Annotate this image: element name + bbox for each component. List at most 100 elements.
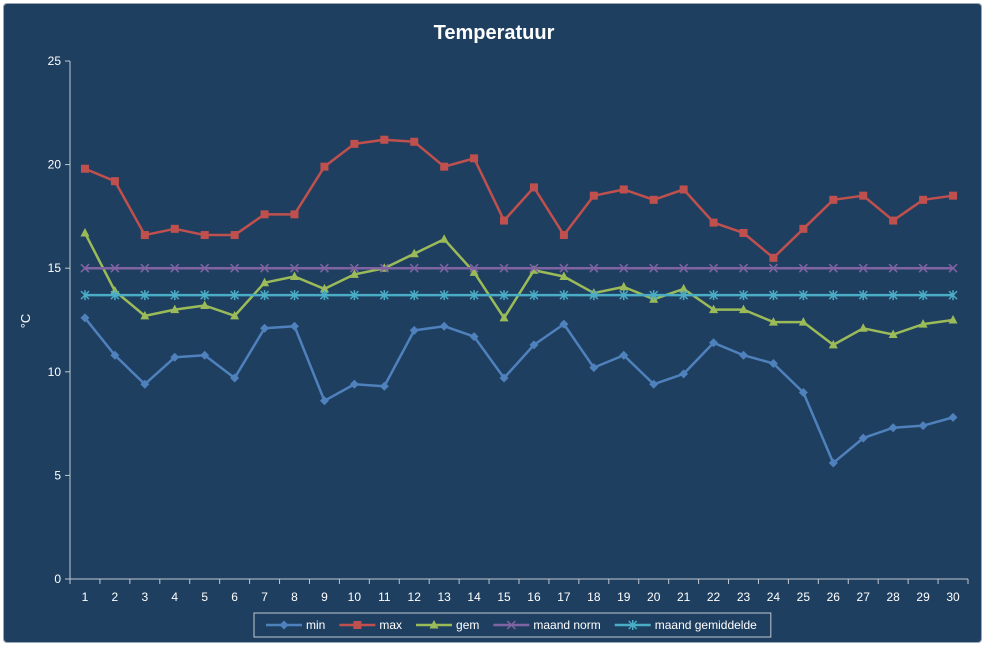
data-point-min [619, 350, 629, 360]
data-point-max [470, 154, 479, 163]
data-point-maand-norm [649, 263, 659, 273]
data-point-max [859, 191, 868, 200]
data-point-maand-gemiddelde [679, 290, 689, 301]
data-point-min [469, 332, 479, 342]
data-point-max [260, 210, 269, 219]
data-point-maand-gemiddelde [200, 290, 210, 301]
x-tick-label: 7 [261, 590, 268, 604]
legend-marker-min [279, 620, 289, 630]
y-tick-label: 0 [54, 572, 61, 586]
series-maand-gemiddelde [80, 290, 958, 301]
data-point-maand-gemiddelde [948, 290, 958, 301]
data-point-min [349, 379, 359, 389]
data-point-gem [679, 283, 689, 293]
data-point-maand-gemiddelde [738, 290, 749, 301]
y-axis-label: °C [18, 314, 33, 329]
data-point-max [799, 224, 808, 233]
data-point-max [919, 195, 928, 204]
legend-item-gem: gem [416, 618, 479, 632]
y-tick-label: 10 [48, 365, 62, 379]
data-point-max [230, 231, 239, 240]
x-tick-label: 4 [171, 590, 178, 604]
data-point-maand-norm [260, 263, 270, 273]
legend-label: max [379, 618, 402, 632]
y-tick-label: 5 [54, 468, 61, 482]
data-point-maand-norm [469, 263, 479, 273]
x-tick-label: 17 [557, 590, 571, 604]
data-point-max [619, 185, 628, 194]
data-point-min [709, 338, 719, 348]
data-point-max [889, 216, 898, 225]
series-line-max [84, 138, 954, 260]
data-point-gem [888, 329, 898, 339]
data-point-maand-norm [709, 263, 719, 273]
data-point-min [260, 323, 270, 333]
data-point-maand-gemiddelde [499, 290, 509, 301]
x-tick-label: 6 [231, 590, 238, 604]
x-tick-label: 27 [857, 590, 871, 604]
x-axis-ticks: 1 2 3 4 5 6 7 8 9 10 11 12 13 14 15 16 17 18 19 20 21 22 23 24 2… [69, 579, 969, 604]
y-tick-label: 15 [48, 261, 62, 275]
x-tick-label: 15 [497, 590, 511, 604]
data-point-min [798, 388, 808, 398]
series-gem [80, 227, 958, 349]
data-point-max [290, 210, 299, 219]
x-tick-label: 5 [201, 590, 208, 604]
data-point-maand-gemiddelde [888, 290, 898, 301]
data-point-maand-norm [738, 263, 749, 273]
y-tick-label: 25 [48, 54, 62, 68]
x-tick-label: 14 [467, 590, 481, 604]
data-point-min [948, 412, 958, 422]
data-point-maand-norm [200, 263, 210, 273]
data-point-gem [349, 269, 359, 278]
data-point-max [140, 231, 149, 240]
legend-label: gem [456, 618, 479, 632]
x-tick-label: 21 [677, 590, 691, 604]
data-point-maand-gemiddelde [379, 290, 389, 301]
data-point-maand-norm [409, 263, 419, 273]
data-point-min [230, 373, 240, 383]
x-tick-label: 29 [916, 590, 930, 604]
x-tick-label: 28 [886, 590, 900, 604]
data-point-gem [858, 323, 868, 332]
axes [69, 61, 968, 580]
x-tick-label: 8 [291, 590, 298, 604]
data-point-min [499, 373, 509, 383]
data-point-maand-norm [80, 263, 90, 273]
data-point-maand-norm [499, 263, 509, 273]
data-point-gem [499, 312, 509, 322]
data-point-maand-gemiddelde [439, 290, 449, 301]
data-point-max [769, 253, 778, 262]
data-point-maand-norm [768, 263, 778, 273]
data-point-gem [948, 315, 958, 324]
data-point-maand-norm [858, 263, 868, 273]
data-point-maand-gemiddelde [349, 290, 359, 301]
data-point-maand-gemiddelde [319, 290, 329, 301]
data-point-maand-gemiddelde [918, 290, 928, 301]
data-point-maand-norm [170, 263, 180, 273]
x-tick-label: 10 [348, 590, 362, 604]
data-point-maand-gemiddelde [649, 290, 659, 301]
data-point-min [679, 369, 689, 379]
data-point-min [200, 350, 210, 360]
data-point-maand-gemiddelde [619, 290, 629, 301]
data-point-maand-gemiddelde [260, 290, 270, 301]
legend-item-maand-gemiddelde: maand gemiddelde [614, 618, 757, 632]
data-point-maand-gemiddelde [559, 290, 569, 301]
data-point-maand-norm [589, 263, 599, 273]
data-point-maand-gemiddelde [589, 290, 599, 301]
x-tick-label: 1 [82, 590, 89, 604]
data-point-gem [798, 317, 808, 326]
data-point-min [649, 379, 659, 389]
data-point-maand-norm [349, 263, 359, 273]
data-point-maand-gemiddelde [798, 290, 808, 301]
data-point-maand-norm [529, 263, 539, 273]
chart-frame: Temperatuur °C 0 5 10 15 20 25 1 2 3 4 5 6 7 8 9 10 11 1… [3, 3, 982, 643]
data-point-maand-norm [619, 263, 629, 273]
data-point-max [380, 135, 389, 144]
x-tick-label: 13 [437, 590, 451, 604]
data-point-maand-gemiddelde [289, 290, 300, 301]
x-tick-label: 20 [647, 590, 661, 604]
data-point-gem [230, 310, 240, 320]
